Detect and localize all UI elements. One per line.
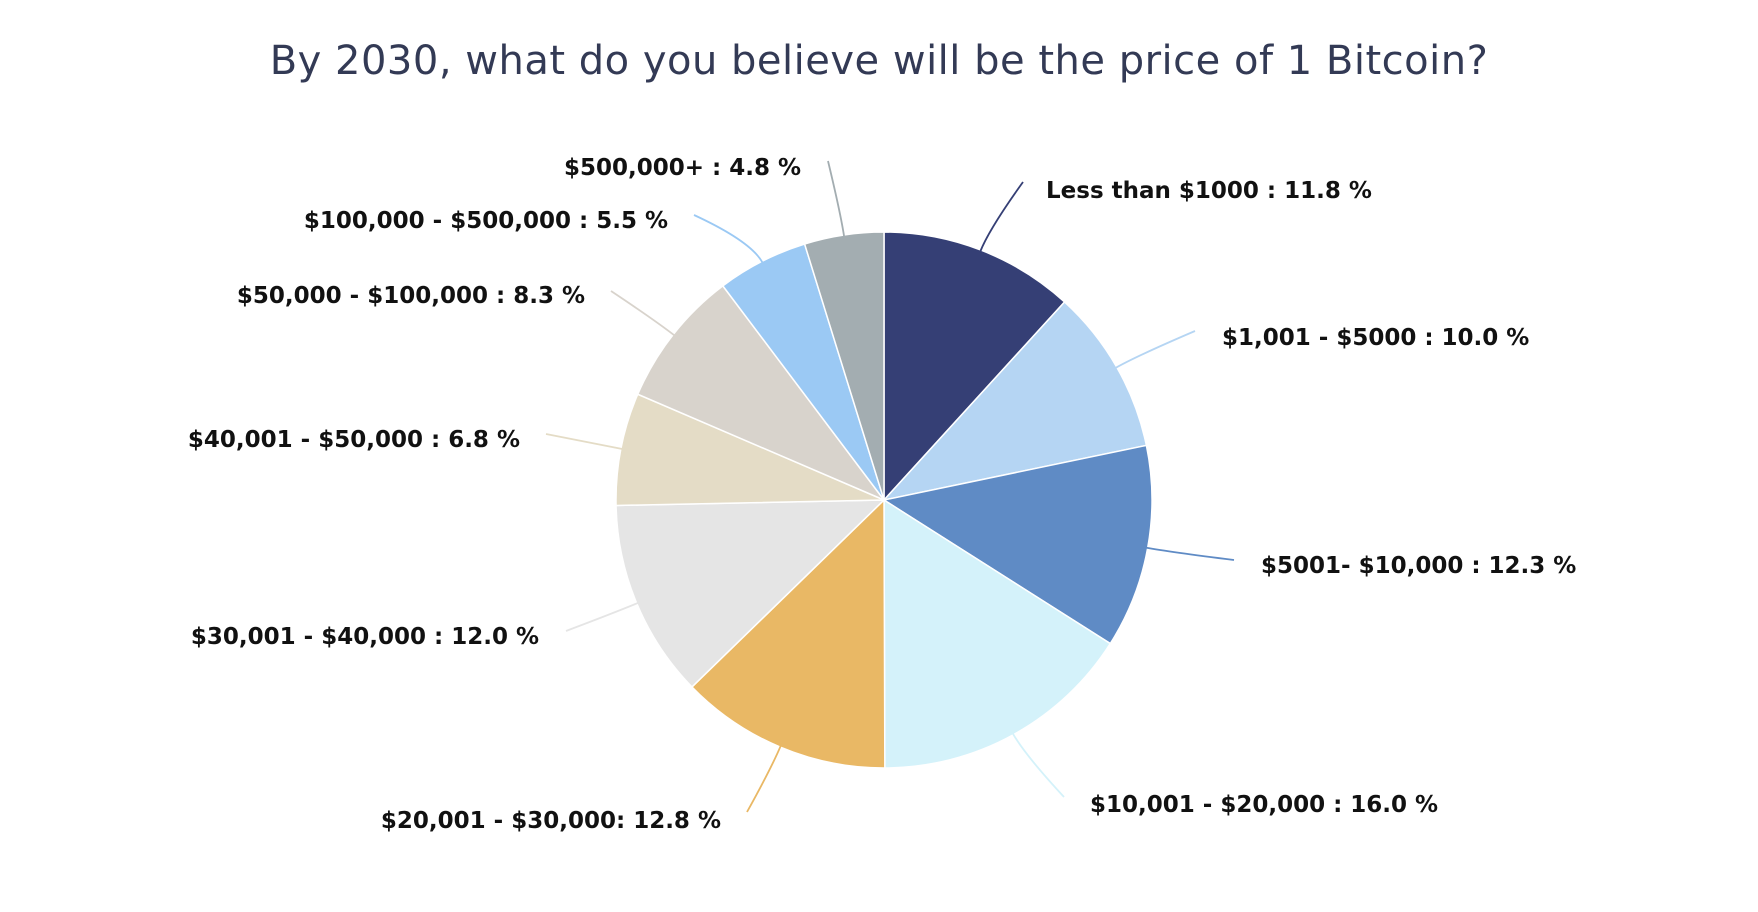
slice-connector-line xyxy=(979,181,1024,253)
slice-connector-line xyxy=(1145,546,1235,561)
slice-label: $5001- $10,000 : 12.3 % xyxy=(1261,553,1576,579)
slice-label: $10,001 - $20,000 : 16.0 % xyxy=(1090,792,1438,818)
slice-label: $20,001 - $30,000: 12.8 % xyxy=(381,808,721,834)
slice-connector-line xyxy=(746,744,782,813)
slice-label: $40,001 - $50,000 : 6.8 % xyxy=(188,427,520,453)
slice-connector-line xyxy=(565,601,639,632)
slice-label: $500,000+ : 4.8 % xyxy=(564,155,801,181)
chart-title: By 2030, what do you believe will be the… xyxy=(269,38,1489,84)
slice-connector-line xyxy=(545,433,624,450)
slice-connector-line xyxy=(610,290,676,337)
slice-label: Less than $1000 : 11.8 % xyxy=(1046,178,1372,204)
slice-label: $30,001 - $40,000 : 12.0 % xyxy=(191,624,539,650)
slice-connector-line xyxy=(693,214,764,264)
slice-label: $1,001 - $5000 : 10.0 % xyxy=(1222,325,1529,351)
slice-connector-line xyxy=(1114,330,1196,369)
slice-connector-line xyxy=(827,160,846,238)
slice-label: $100,000 - $500,000 : 5.5 % xyxy=(304,208,668,234)
slice-label: $50,000 - $100,000 : 8.3 % xyxy=(237,283,585,309)
slice-connector-line xyxy=(1011,732,1065,798)
